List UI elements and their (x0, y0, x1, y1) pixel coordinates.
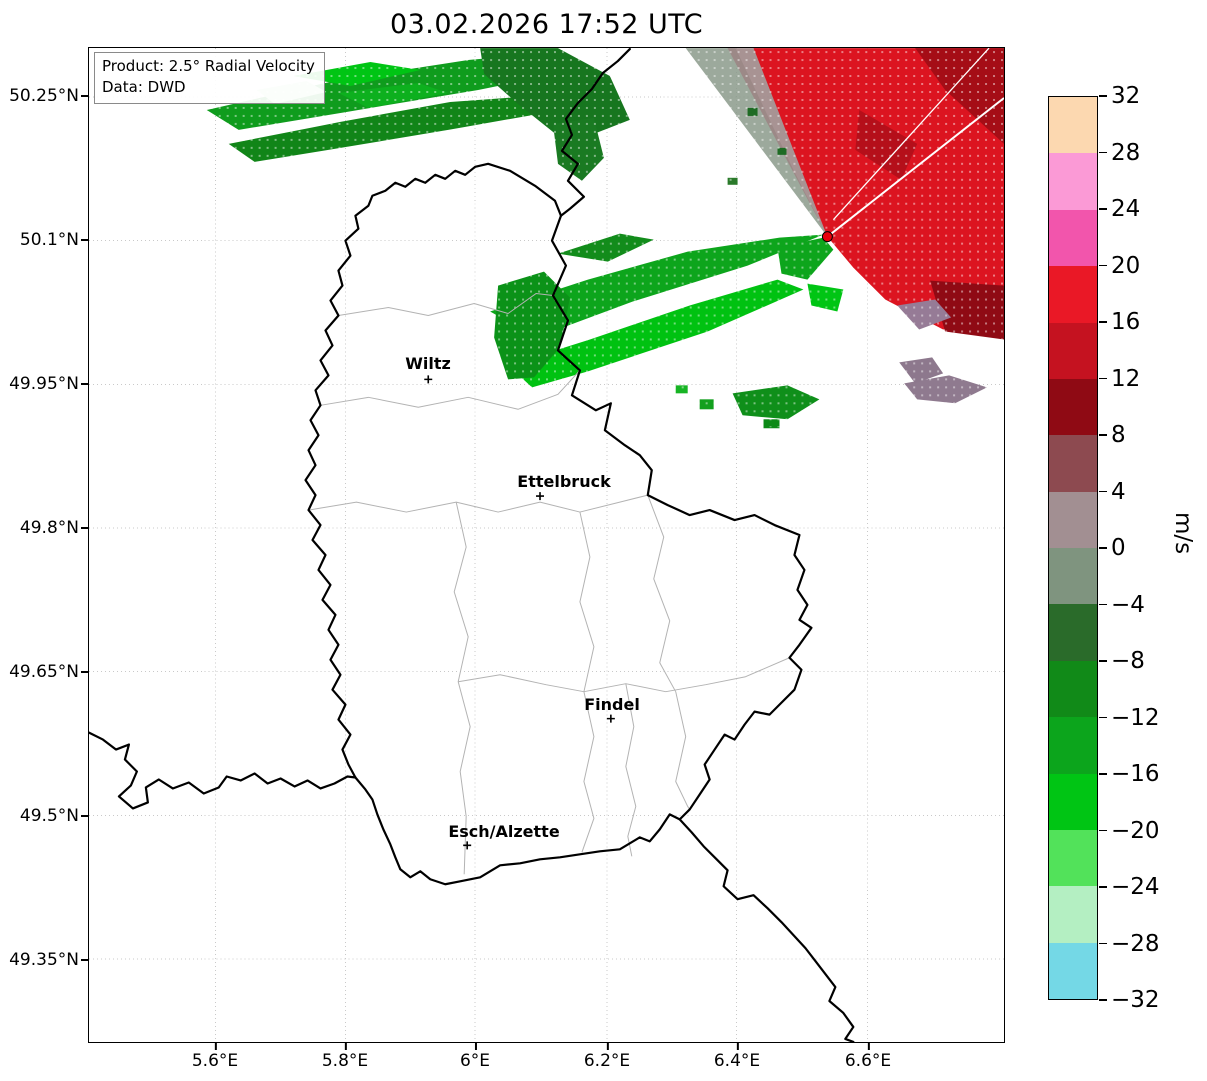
city-marker-esch (463, 841, 472, 850)
y-axis-tick: 49.95°N (0, 374, 88, 394)
product-info-box: Product: 2.5° Radial Velocity Data: DWD (94, 52, 325, 104)
radar-echoes (188, 48, 1004, 429)
colorbar-unit-label: m/s (1170, 512, 1196, 555)
colorbar-tick-label: 20 (1098, 252, 1141, 279)
colorbar-tick-label: −8 (1099, 648, 1145, 674)
colorbar-tick-label: 16 (1098, 309, 1141, 335)
colorbar-segments (1049, 97, 1097, 999)
colorbar (1048, 96, 1098, 1000)
colorbar-tick-labels: 32 28 24 20 16 12 8 4 0 −4 −8 −12 −16 −20 −24 −28 −32 (1098, 83, 1179, 1013)
colorbar-tick-label: −32 (1099, 987, 1160, 1013)
colorbar-segment (1049, 942, 1097, 999)
border-france-belgium (89, 731, 357, 810)
y-axis-tick: 49.8°N (0, 518, 88, 538)
y-axis-tick: 49.35°N (0, 950, 88, 970)
colorbar-segment (1049, 378, 1097, 436)
colorbar-segment (1049, 886, 1097, 943)
colorbar-segment (1049, 829, 1097, 887)
city-label-findel: Findel (584, 695, 640, 714)
colorbar-segment (1049, 209, 1097, 267)
colorbar-segment (1049, 491, 1097, 548)
product-info-line: Product: 2.5° Radial Velocity (102, 57, 315, 75)
district-borders (308, 293, 790, 875)
y-axis-tick: 49.65°N (0, 662, 88, 682)
y-axis-tick: 50.1°N (0, 230, 88, 250)
colorbar-segment (1049, 604, 1097, 661)
colorbar-segment (1049, 97, 1097, 154)
colorbar-segment (1049, 717, 1097, 774)
colorbar-segment (1049, 548, 1097, 605)
x-axis-tick: 6.6°E (844, 1043, 892, 1071)
colorbar-segment (1049, 266, 1097, 323)
colorbar-tick-label: −4 (1099, 591, 1145, 618)
colorbar-tick-label: 4 (1099, 478, 1126, 505)
y-axis-tick: 49.5°N (0, 806, 88, 826)
city-markers (424, 375, 615, 850)
x-axis-tick: 6.2°E (583, 1043, 631, 1071)
border-germany-france (678, 818, 855, 1042)
data-source-line: Data: DWD (102, 78, 186, 96)
colorbar-tick-label: 28 (1098, 139, 1141, 166)
colorbar-tick-label: −16 (1099, 761, 1160, 787)
colorbar-segment (1049, 773, 1097, 830)
city-marker-ettelbruck (536, 492, 545, 501)
colorbar-tick-label: 8 (1099, 422, 1126, 448)
x-axis-tick: 6.4°E (713, 1043, 761, 1071)
country-borders (89, 48, 855, 1042)
colorbar-segment (1049, 435, 1097, 492)
border-belgium-germany (559, 48, 631, 217)
colorbar-tick-label: −24 (1099, 874, 1160, 900)
echo-speckle-texture (188, 48, 1004, 428)
colorbar-tick-label: −12 (1099, 704, 1160, 731)
y-axis-tick: 50.25°N (0, 86, 88, 106)
colorbar-tick-label: 0 (1099, 535, 1126, 561)
x-axis-tick: 6°E (459, 1043, 491, 1071)
plot-title: 03.02.2026 17:52 UTC (389, 9, 704, 40)
colorbar-tick-label: 12 (1098, 365, 1141, 392)
city-label-esch-alzette: Esch/Alzette (448, 822, 560, 841)
x-axis-tick: 5.8°E (321, 1043, 369, 1071)
city-marker-findel (606, 714, 615, 723)
colorbar-tick-label: 32 (1098, 83, 1141, 109)
colorbar-segment (1049, 660, 1097, 718)
colorbar-tick-label: −20 (1099, 817, 1160, 844)
luxembourg-border (304, 162, 813, 886)
colorbar-segment (1049, 153, 1097, 210)
radar-site-dot (821, 231, 833, 243)
colorbar-tick-label: 24 (1098, 196, 1141, 222)
city-label-wiltz: Wiltz (405, 354, 451, 373)
x-axis-tick: 5.6°E (191, 1043, 239, 1071)
colorbar-segment (1049, 322, 1097, 379)
radar-map-canvas (89, 48, 1004, 1042)
map-plot-area: Product: 2.5° Radial Velocity Data: DWD … (88, 47, 1005, 1043)
city-label-ettelbruck: Ettelbruck (517, 472, 611, 491)
colorbar-tick-label: −28 (1099, 930, 1160, 957)
city-marker-wiltz (424, 375, 433, 384)
